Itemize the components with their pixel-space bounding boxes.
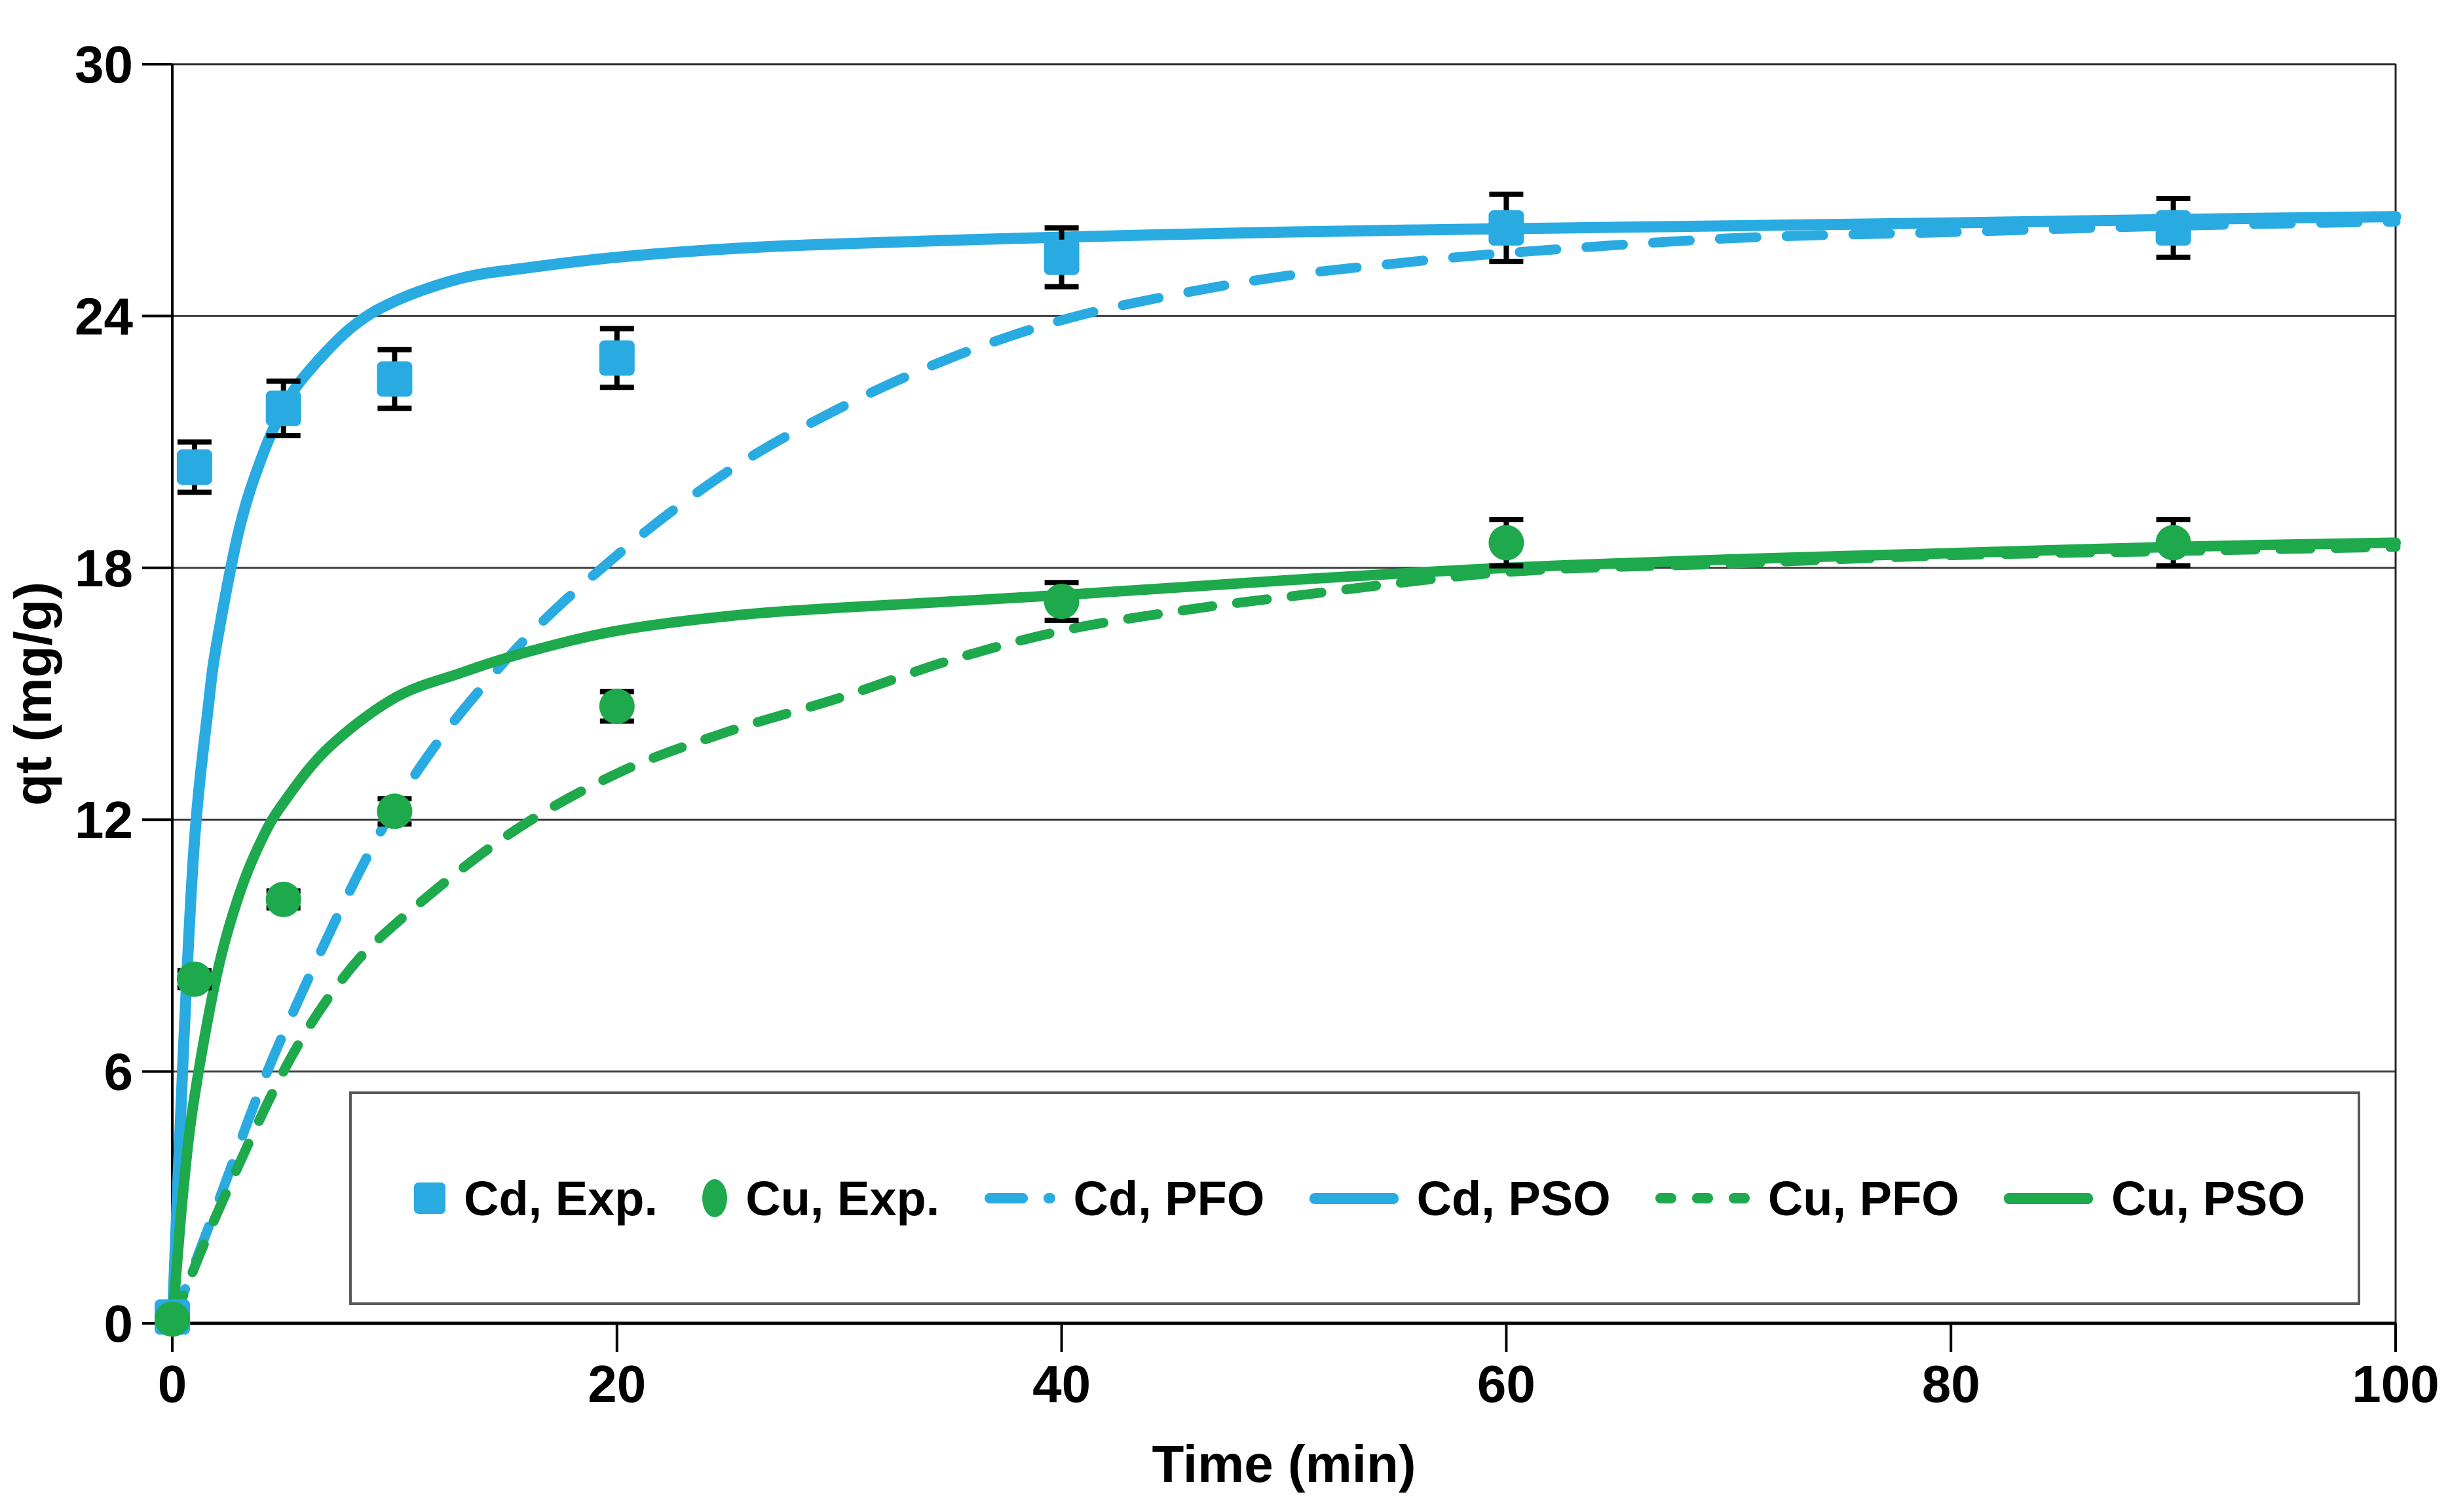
- x-tick-label-20: 20: [588, 1355, 646, 1413]
- data-point-square: [176, 449, 212, 485]
- x-tick-label-60: 60: [1477, 1355, 1536, 1413]
- data-point-square: [1488, 210, 1524, 246]
- legend-label-cd-exp: Cd, Exp.: [464, 1171, 658, 1226]
- data-point-circle: [2155, 525, 2191, 561]
- legend-label-cd-pfo: Cd, PFO: [1073, 1171, 1265, 1226]
- series-cd-pfo: [167, 216, 2401, 1329]
- data-point-circle: [377, 793, 413, 829]
- data-point-circle: [1488, 525, 1524, 561]
- series-cu-pso: [167, 537, 2401, 1329]
- data-point-circle: [155, 1301, 190, 1337]
- y-axis-title: qt (mg/g): [4, 582, 62, 806]
- y-tick-label-30: 30: [75, 35, 133, 94]
- data-point-circle: [176, 961, 212, 997]
- cu-pso-solid-line-icon: [2003, 1192, 2093, 1204]
- y-tick-label-12: 12: [75, 791, 133, 849]
- curve-2: [167, 216, 2401, 1329]
- legend-item-cd-pfo[interactable]: Cd, PFO: [984, 1171, 1265, 1226]
- legend-label-cd-pso: Cd, PSO: [1416, 1171, 1611, 1226]
- legend-item-cu-pso[interactable]: Cu, PSO: [2003, 1171, 2305, 1226]
- legend-label-cu-exp: Cu, Exp.: [745, 1171, 940, 1226]
- x-tick-label-80: 80: [1922, 1355, 1980, 1413]
- legend-label-cu-pso: Cu, PSO: [2111, 1171, 2305, 1226]
- curve-3: [166, 211, 2402, 1329]
- legend-item-cu-exp[interactable]: Cu, Exp.: [702, 1171, 939, 1226]
- gridlines: [172, 314, 2396, 1073]
- data-point-square: [265, 390, 301, 426]
- series-cd-pso: [166, 211, 2402, 1329]
- cd-exp-square-icon: [414, 1182, 445, 1214]
- x-tick-label-40: 40: [1032, 1355, 1091, 1413]
- cd-pfo-dashed-line-icon: [984, 1193, 1055, 1203]
- cu-exp-circle-icon: [702, 1179, 728, 1217]
- legend-item-cd-exp[interactable]: Cd, Exp.: [414, 1171, 658, 1226]
- y-tick-label-24: 24: [75, 287, 133, 345]
- legend-item-cd-pso[interactable]: Cd, PSO: [1309, 1171, 1611, 1226]
- y-tick-label-0: 0: [104, 1295, 134, 1353]
- series-cu-exp: [155, 525, 2191, 1337]
- cu-pfo-dashed-line-icon: [1655, 1193, 1750, 1203]
- x-tick-label-100: 100: [2352, 1355, 2439, 1413]
- data-point-circle: [265, 881, 301, 917]
- data-point-square: [2155, 210, 2191, 246]
- tick-marks-and-labels: 0 20 40 60 80 100 0 6 12 18 24 30: [75, 35, 2440, 1413]
- data-point-circle: [1044, 584, 1080, 620]
- data-point-square: [1044, 239, 1080, 275]
- curve-5: [167, 537, 2401, 1329]
- legend-label-cu-pfo: Cu, PFO: [1767, 1171, 1959, 1226]
- data-point-square: [599, 340, 635, 376]
- legend-item-cu-pfo[interactable]: Cu, PFO: [1655, 1171, 1959, 1226]
- cd-pso-solid-line-icon: [1309, 1192, 1399, 1204]
- data-point-circle: [599, 689, 635, 725]
- data-point-square: [377, 361, 413, 397]
- axes: [171, 63, 2397, 1325]
- x-tick-label-0: 0: [158, 1355, 187, 1413]
- y-tick-label-6: 6: [104, 1043, 134, 1101]
- x-axis-title: Time (min): [1152, 1435, 1416, 1493]
- legend: Cd, Exp. Cu, Exp. Cd, PFO Cd, PSO Cu, PF…: [349, 1091, 2360, 1305]
- y-tick-label-18: 18: [75, 539, 133, 597]
